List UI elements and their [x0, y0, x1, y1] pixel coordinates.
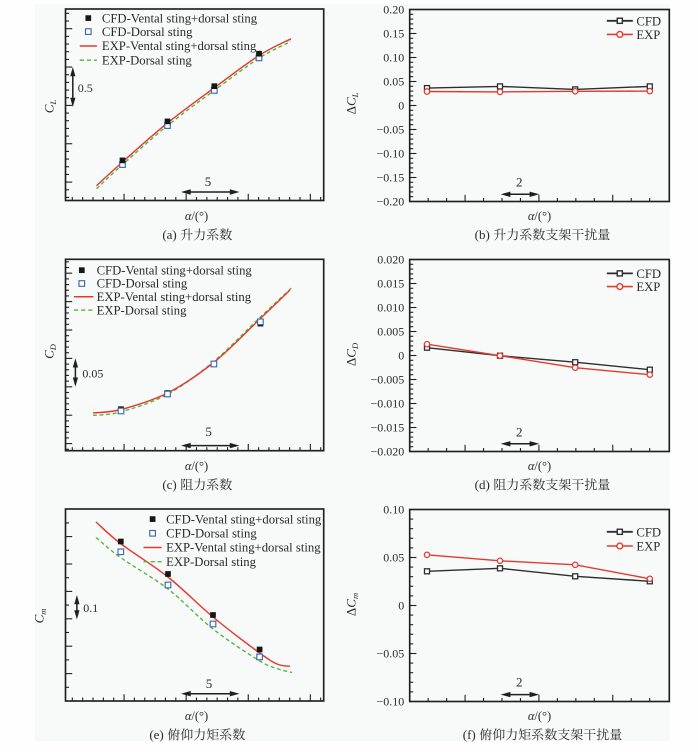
svg-text:EXP-Vental sting+dorsal sting: EXP-Vental sting+dorsal sting [97, 290, 252, 304]
svg-text:−0.015: −0.015 [371, 421, 405, 435]
svg-text:−0.005: −0.005 [371, 373, 405, 387]
svg-text:EXP: EXP [636, 280, 660, 294]
svg-text:−0.10: −0.10 [377, 695, 405, 709]
svg-text:0: 0 [398, 599, 404, 613]
svg-text:−0.15: −0.15 [377, 171, 405, 185]
svg-text:0.20: 0.20 [383, 3, 404, 17]
svg-text:5: 5 [206, 676, 213, 691]
svg-text:EXP-Dorsal sting: EXP-Dorsal sting [102, 53, 193, 67]
svg-text:EXP-Dorsal sting: EXP-Dorsal sting [97, 303, 188, 317]
svg-text:0.020: 0.020 [377, 253, 404, 267]
svg-text:0.10: 0.10 [383, 503, 404, 517]
svg-text:CL: CL [41, 100, 58, 114]
svg-text:(b): (b) [475, 227, 490, 242]
svg-text:α/(°): α/(°) [528, 209, 551, 223]
svg-text:0.015: 0.015 [377, 277, 404, 291]
svg-text:5: 5 [205, 174, 212, 189]
svg-text:CFD-Dorsal sting: CFD-Dorsal sting [166, 527, 257, 541]
svg-text:CFD-Vental sting+dorsal sting: CFD-Vental sting+dorsal sting [166, 512, 322, 526]
svg-text:−0.05: −0.05 [377, 123, 405, 137]
svg-text:0: 0 [398, 99, 404, 113]
svg-text:−0.05: −0.05 [377, 647, 405, 661]
svg-text:EXP: EXP [636, 28, 660, 42]
svg-text:EXP-Vental sting+dorsal sting: EXP-Vental sting+dorsal sting [166, 541, 321, 555]
svg-text:Cm: Cm [32, 609, 49, 624]
svg-text:CFD-Dorsal sting: CFD-Dorsal sting [102, 25, 193, 39]
svg-text:EXP-Dorsal sting: EXP-Dorsal sting [166, 555, 257, 569]
svg-text:−0.20: −0.20 [377, 195, 405, 209]
svg-text:α/(°): α/(°) [185, 709, 208, 723]
svg-text:0.05: 0.05 [383, 75, 404, 89]
svg-text:ΔCL: ΔCL [344, 92, 361, 114]
svg-text:EXP-Vental sting+dorsal sting: EXP-Vental sting+dorsal sting [102, 39, 257, 53]
svg-text:2: 2 [516, 174, 523, 189]
svg-text:CFD-Vental sting+dorsal sting: CFD-Vental sting+dorsal sting [102, 11, 258, 25]
svg-text:0.005: 0.005 [377, 325, 404, 339]
svg-text:(e): (e) [149, 727, 163, 742]
svg-text:α/(°): α/(°) [185, 459, 208, 473]
svg-text:−0.10: −0.10 [377, 147, 405, 161]
svg-text:0: 0 [398, 349, 404, 363]
svg-text:0.10: 0.10 [383, 51, 404, 65]
svg-text:CFD: CFD [636, 525, 661, 539]
svg-text:0.1: 0.1 [83, 601, 98, 615]
svg-text:CD: CD [41, 343, 58, 359]
svg-text:−0.010: −0.010 [371, 397, 405, 411]
svg-text:(f): (f) [463, 727, 476, 742]
svg-text:α/(°): α/(°) [185, 209, 208, 223]
svg-text:0.5: 0.5 [78, 81, 93, 95]
svg-text:α/(°): α/(°) [528, 709, 551, 723]
svg-text:0.05: 0.05 [383, 551, 404, 565]
svg-text:0.05: 0.05 [82, 367, 103, 381]
svg-text:CFD-Vental sting+dorsal sting: CFD-Vental sting+dorsal sting [97, 263, 253, 277]
svg-text:(d): (d) [475, 477, 490, 492]
svg-text:CFD: CFD [636, 14, 661, 28]
svg-text:−0.020: −0.020 [371, 445, 405, 459]
svg-text:0.010: 0.010 [377, 301, 404, 315]
svg-text:CFD: CFD [636, 267, 661, 281]
svg-text:EXP: EXP [636, 540, 660, 554]
svg-text:5: 5 [205, 424, 212, 439]
svg-text:CFD-Dorsal sting: CFD-Dorsal sting [97, 277, 188, 291]
svg-text:2: 2 [516, 424, 523, 439]
svg-text:0.15: 0.15 [383, 27, 404, 41]
svg-text:α/(°): α/(°) [528, 459, 551, 473]
svg-text:(a): (a) [162, 227, 176, 242]
svg-text:(c): (c) [162, 477, 176, 492]
svg-text:2: 2 [516, 674, 523, 689]
